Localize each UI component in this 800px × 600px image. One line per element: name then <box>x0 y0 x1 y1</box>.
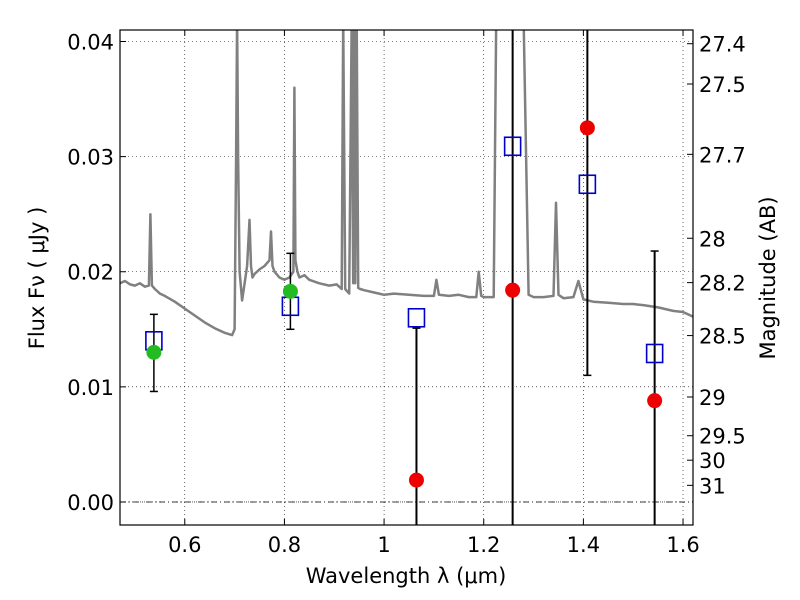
plot-frame <box>119 29 694 526</box>
model-point-square <box>503 136 522 157</box>
y-tick-label: 0.04 <box>67 31 114 55</box>
y-axis-label-right: Magnitude (AB) <box>756 196 780 359</box>
magnitude-tick-label: 27.4 <box>699 33 746 57</box>
y-tick-label: 0.02 <box>67 261 114 285</box>
y-tick-label: 0.00 <box>67 491 114 515</box>
magnitude-tick-label: 28 <box>699 227 726 251</box>
upper-limit-point <box>505 282 521 298</box>
plot-background <box>120 30 693 525</box>
detection-point <box>146 344 162 360</box>
magnitude-tick-label: 28.2 <box>699 272 746 296</box>
y-tick-label: 0.01 <box>67 376 114 400</box>
grid-lines <box>120 30 693 525</box>
magnitude-tick-label: 28.5 <box>699 325 746 349</box>
x-tick-label: 1 <box>377 533 390 557</box>
x-tick-label: 1.2 <box>467 533 500 557</box>
magnitude-tick-label: 31 <box>699 474 726 498</box>
model-point-square <box>407 307 426 328</box>
magnitude-tick-label: 29 <box>699 386 726 410</box>
x-tick-label: 1.6 <box>666 533 699 557</box>
magnitude-tick-label: 27.5 <box>699 73 746 97</box>
x-tick-labels: 0.6 0.8 1 1.2 1.4 1.6 <box>168 533 700 557</box>
template-spectrum-line <box>120 30 693 337</box>
magnitude-tick-label: 30 <box>699 449 726 473</box>
magnitude-tick-label: 27.7 <box>699 143 746 167</box>
y-axis-label-left: Flux Fν ( μJy ) <box>25 207 49 350</box>
x-tick-label: 1.4 <box>567 533 600 557</box>
model-point-square <box>578 174 597 195</box>
model-point-square <box>645 343 664 364</box>
y-tick-labels: 0.00 0.01 0.02 0.03 0.04 <box>67 31 114 515</box>
data-points <box>146 120 663 488</box>
x-tick-label: 0.8 <box>268 533 301 557</box>
magnitude-tick-label: 29.5 <box>699 425 746 449</box>
x-tick-label: 0.6 <box>168 533 201 557</box>
template-spectrum <box>120 30 693 337</box>
x-axis-label: Wavelength λ (μm) <box>306 564 507 588</box>
axis-ticks <box>120 30 693 525</box>
upper-limit-point <box>647 393 663 409</box>
detection-point <box>282 283 298 299</box>
y-tick-label: 0.03 <box>67 146 114 170</box>
upper-limit-point <box>408 472 424 488</box>
upper-limit-point <box>579 120 595 136</box>
